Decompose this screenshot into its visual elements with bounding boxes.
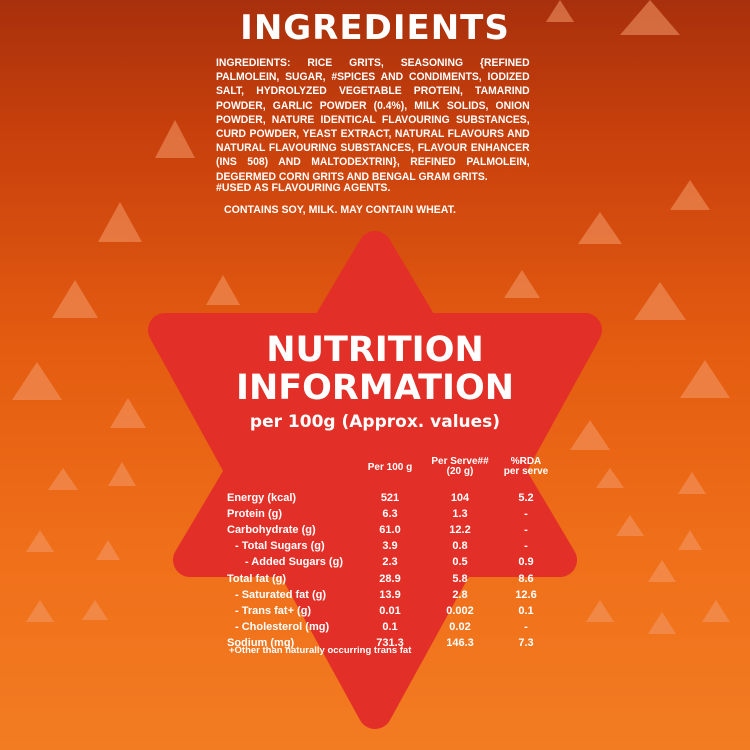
value-per-100g: 28.9 <box>379 572 401 585</box>
value-rda: 0.1 <box>518 604 534 617</box>
value-per-100g: 0.01 <box>379 604 401 617</box>
value-rda: 7.3 <box>518 636 534 649</box>
nutrition-footnote: +Other than naturally occurring trans fa… <box>229 645 412 656</box>
table-row: - Added Sugars (g) 2.3 0.5 0.9 <box>227 554 557 570</box>
value-per-serve: 2.8 <box>452 588 468 601</box>
value-rda: 5.2 <box>518 492 534 505</box>
nutrient-name: Protein (g) <box>227 508 282 521</box>
value-per-serve: 0.8 <box>452 540 468 553</box>
value-per-serve: 0.02 <box>449 620 471 633</box>
value-per-serve: 12.2 <box>449 524 471 537</box>
table-row: Sodium (mg) 731.3 146.3 7.3 <box>227 635 557 651</box>
table-row: - Trans fat+ (g) 0.01 0.002 0.1 <box>227 603 557 619</box>
table-row: Carbohydrate (g) 61.0 12.2 - <box>227 522 557 538</box>
header-per-serve: Per Serve## (20 g) <box>431 456 489 477</box>
nutrition-title-line2: INFORMATION <box>235 368 515 408</box>
table-row: Energy (kcal) 521 104 5.2 <box>227 490 557 506</box>
value-rda: 8.6 <box>518 572 534 585</box>
allergen-statement: CONTAINS SOY, MILK. MAY CONTAIN WHEAT. <box>224 204 456 216</box>
value-per-serve: 5.8 <box>452 572 468 585</box>
value-rda: 12.6 <box>515 588 537 601</box>
nutrient-name: Total fat (g) <box>227 572 287 585</box>
nutrient-name: Energy (kcal) <box>227 492 297 505</box>
nutrition-subtitle: per 100g (Approx. values) <box>249 412 501 432</box>
nutrition-header-row: Per 100 g Per Serve## (20 g) %RDA per se… <box>227 457 557 490</box>
nutrient-name: - Total Sugars (g) <box>235 540 325 553</box>
header-per-100g: Per 100 g <box>367 462 413 473</box>
value-per-serve: 0.002 <box>446 604 474 617</box>
nutrition-title-line1: NUTRITION <box>266 330 484 370</box>
nutrient-name: - Trans fat+ (g) <box>235 604 312 617</box>
nutrient-name: Sodium (mg) <box>227 636 295 649</box>
ingredients-footnote: #USED AS FLAVOURING AGENTS. <box>216 182 391 194</box>
nutrition-table: Per 100 g Per Serve## (20 g) %RDA per se… <box>227 457 557 651</box>
nutrient-name: Carbohydrate (g) <box>227 524 316 537</box>
value-rda: 0.9 <box>518 556 534 569</box>
value-per-100g: 0.1 <box>382 620 398 633</box>
value-rda: - <box>524 508 528 521</box>
table-row: Total fat (g) 28.9 5.8 8.6 <box>227 570 557 586</box>
value-per-100g: 6.3 <box>382 508 398 521</box>
value-per-100g: 3.9 <box>382 540 398 553</box>
nutrient-name: - Cholesterol (mg) <box>235 620 330 633</box>
table-row: - Cholesterol (mg) 0.1 0.02 - <box>227 619 557 635</box>
header-nutrient <box>227 457 355 490</box>
value-per-100g: 521 <box>380 492 400 505</box>
value-per-serve: 1.3 <box>452 508 468 521</box>
value-rda: - <box>524 540 528 553</box>
table-row: - Saturated fat (g) 13.9 2.8 12.6 <box>227 587 557 603</box>
table-row: Protein (g) 6.3 1.3 - <box>227 506 557 522</box>
nutrient-name: - Saturated fat (g) <box>235 588 327 601</box>
value-per-serve: 0.5 <box>452 556 468 569</box>
header-rda: %RDA per serve <box>503 456 549 477</box>
ingredients-title: INGREDIENTS <box>240 8 510 48</box>
value-per-100g: 13.9 <box>379 588 401 601</box>
nutrient-name: - Added Sugars (g) <box>245 556 343 569</box>
value-per-100g: 2.3 <box>382 556 398 569</box>
value-rda: - <box>524 620 528 633</box>
value-per-serve: 146.3 <box>446 636 474 649</box>
value-rda: - <box>524 524 528 537</box>
table-row: - Total Sugars (g) 3.9 0.8 - <box>227 538 557 554</box>
ingredients-text: INGREDIENTS: RICE GRITS, SEASONING {REFI… <box>216 57 530 183</box>
value-per-100g: 731.3 <box>376 636 404 649</box>
value-per-100g: 61.0 <box>379 524 401 537</box>
value-per-serve: 104 <box>450 492 470 505</box>
